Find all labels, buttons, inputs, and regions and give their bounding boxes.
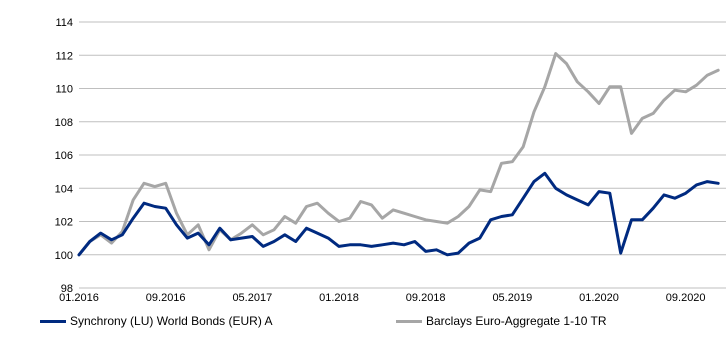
x-tick-label: 05.2017 <box>232 292 272 304</box>
legend-label-series-2: Barclays Euro-Aggregate 1-10 TR <box>426 314 607 328</box>
legend-swatch-series-2 <box>396 319 422 323</box>
y-tick-label: 110 <box>55 84 73 96</box>
x-tick-label: 01.2020 <box>579 292 619 304</box>
y-tick-label: 104 <box>55 183 73 195</box>
x-tick-label: 01.2018 <box>319 292 359 304</box>
legend-label-series-1: Synchrony (LU) World Bonds (EUR) A <box>70 314 273 328</box>
x-tick-label: 05.2019 <box>492 292 532 304</box>
y-tick-label: 102 <box>55 217 73 229</box>
x-tick-label: 09.2018 <box>406 292 446 304</box>
y-tick-label: 98 <box>61 283 73 295</box>
legend-item-series-1: Synchrony (LU) World Bonds (EUR) A <box>40 314 273 328</box>
y-tick-label: 108 <box>55 117 73 129</box>
y-tick-label: 100 <box>55 250 73 262</box>
x-tick-label: 01.2016 <box>59 292 99 304</box>
y-tick-label: 106 <box>55 150 73 162</box>
line-chart: 98 100 102 104 106 108 110 112 114 01.2016 09.201… <box>55 17 726 304</box>
y-tick-label: 114 <box>55 17 73 29</box>
legend: Synchrony (LU) World Bonds (EUR) A Barcl… <box>0 314 727 334</box>
x-tick-label: 09.2020 <box>666 292 706 304</box>
x-axis: 01.2016 09.2016 05.2017 01.2018 09.2018 05.20… <box>59 292 705 304</box>
series-lines <box>77 52 720 257</box>
gridlines <box>79 21 726 289</box>
series-line-2 <box>77 52 720 257</box>
legend-swatch-series-1 <box>40 319 66 323</box>
series-line-1 <box>77 171 720 257</box>
y-tick-label: 112 <box>55 50 73 62</box>
legend-item-series-2: Barclays Euro-Aggregate 1-10 TR <box>396 314 607 328</box>
y-axis: 98 100 102 104 106 108 110 112 114 <box>55 17 73 295</box>
x-tick-label: 09.2016 <box>146 292 186 304</box>
